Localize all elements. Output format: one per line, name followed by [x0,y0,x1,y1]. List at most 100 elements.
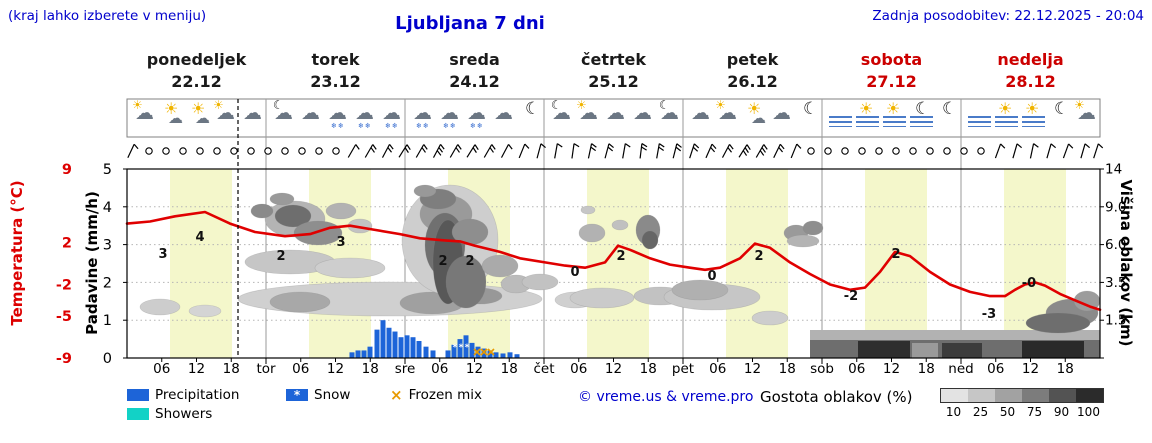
time-tick-label: 12 [605,361,622,377]
weather-icon-fog-sun: ☀ [882,101,908,135]
wind-barb-tick [406,144,411,150]
wind-barb-tick [710,146,716,153]
snowflake-icon: ❄❄ [331,122,345,130]
day-abbrev-label: tor [256,361,276,377]
precip-bar [374,329,380,358]
weather-icon-cloud-sun: ☀ ☁ [576,99,603,135]
cloud-axis-tick: 6.0 [1105,237,1126,253]
sun-icon: ☀ [1025,99,1040,118]
weather-icon-fog-sun: ☀ [994,101,1020,135]
wind-barb-tick [423,144,428,150]
temperature-label: 0 [707,269,716,284]
wind-barb-tick [389,144,394,150]
scale-segment-label: 90 [1053,405,1070,419]
cloud-blob [413,184,437,198]
day-abbrev-label: čet [533,361,554,377]
cloud-blob [269,192,295,206]
wind-barb-icon [773,143,781,159]
cloud-blob [139,298,181,316]
cloud-icon: ☁ [606,102,625,124]
page-title: Ljubljana 7 dni [395,13,545,34]
temperature-label: 3 [158,247,167,262]
wind-barb-tick [675,146,682,152]
cloud-blob [445,255,487,309]
day-header-date: 28.12 [1005,72,1056,91]
time-tick-label: 18 [501,361,518,377]
cloud-icon: ☁ [633,102,652,124]
cloud-blob [1025,312,1091,334]
weather-icon-cloud-sun: ☀ ☁ [1074,99,1101,135]
daylight-band [865,169,927,358]
wind-barb-tick [440,144,445,150]
precip-bar [445,350,451,358]
wind-barb-tick [489,147,494,153]
moon-icon: ☾ [915,99,931,119]
wind-barb-icon [364,144,374,158]
cloud-icon: ☁ [772,102,791,124]
scale-segment-label: 100 [1077,405,1100,419]
wind-barb-icon [656,143,660,159]
temperature-label: 0 [570,265,579,280]
weather-icon-fog [828,101,854,135]
weather-icon-cloud: ☁ [492,101,518,135]
precip-bar [487,350,493,358]
wind-barb-icon [790,143,798,159]
wind-barb-icon [1093,143,1099,159]
copyright-link[interactable]: © vreme.us & vreme.pro [578,389,754,405]
cloud-blob [1022,341,1084,358]
scale-segment [995,389,1022,402]
time-tick-label: 06 [431,361,448,377]
cloud-axis-tick: 14 [1105,162,1122,178]
weather-icon-moon: ☾ [519,101,545,135]
fog-icon [829,116,852,127]
cloud-axis-tick: 9.0 [1105,199,1126,215]
fog-icon [995,116,1018,127]
snow-swatch: * [286,388,308,402]
fog-icon [910,116,933,127]
wind-barb-icon [483,144,493,158]
precip-bar [349,352,355,358]
wind-barb-tick [624,143,631,148]
precip-bar [507,352,513,358]
weather-icon-cloud: ☁ [770,101,796,135]
wind-barb-tick [591,143,597,148]
day-abbrev-label: pet [672,361,694,377]
wind-barb-tick [404,147,409,153]
wind-calm-icon [909,147,917,155]
cloud-blob [481,254,519,278]
fog-icon [883,116,906,127]
wind-barb-icon [554,143,558,159]
wind-barb-icon [398,144,408,158]
wind-barb-tick [658,143,665,148]
wind-barb-tick [711,143,717,150]
cloud-blob [293,220,343,246]
weather-icon-cloud-snow: ☁ ❄❄ [380,101,406,135]
wind-barb-tick [540,143,546,149]
wind-barb-icon [571,143,575,159]
wind-barb-tick [658,146,664,151]
wind-calm-icon [298,147,306,155]
scale-segment [1076,389,1103,402]
weather-icon-cloud: ☁ [604,101,630,135]
moon-icon: ☾ [942,99,958,119]
cloud-blob [858,341,910,358]
sun-icon: ☀ [715,98,726,112]
legend-precipitation-label: Precipitation [155,387,240,403]
day-header-date: 23.12 [310,72,361,91]
time-tick-label: 06 [292,361,309,377]
legend-showers: Showers [127,406,212,422]
cloud-blob [250,203,274,219]
wind-calm-icon [213,147,221,155]
cloud-blob [325,202,357,220]
cloud-density-scale [940,388,1104,403]
cloud-blob [274,204,312,228]
temp-axis-tick: 9 [62,162,72,178]
wind-calm-icon [960,147,968,155]
precip-bar [514,354,520,358]
precip-bar [410,337,416,358]
weather-icon-moon: ☾ [936,101,962,135]
snow-star-icon: * [293,388,301,402]
cloud-blob [641,230,659,250]
wind-barb-tick [355,144,360,150]
cloud-icon: ☁ [355,102,374,124]
